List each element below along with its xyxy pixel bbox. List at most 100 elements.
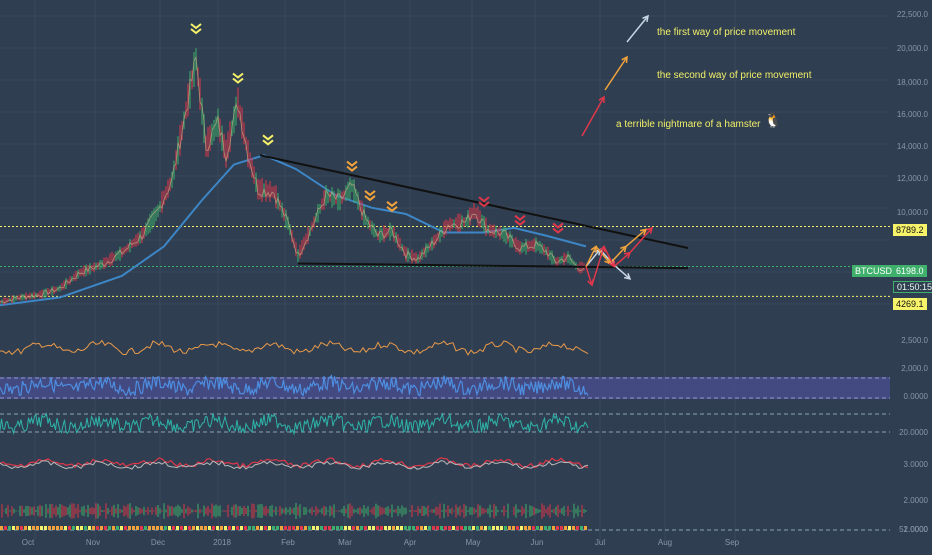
oscillator-dot: [8, 526, 11, 530]
oscillator-dot: [156, 526, 159, 530]
oscillator-teal: [0, 412, 589, 436]
oscillator-dot: [336, 526, 339, 530]
oscillator-dot: [132, 526, 135, 530]
oscillator-dot: [60, 526, 63, 530]
trendline-support: [297, 262, 689, 270]
oscillator-dot: [52, 526, 55, 530]
oscillator-dot: [508, 526, 511, 530]
oscillator-dot: [148, 526, 151, 530]
legend-second: the second way of price movement: [657, 70, 812, 81]
grid: [0, 0, 890, 540]
oscillator-dot: [252, 526, 255, 530]
oscillator-dot: [64, 526, 67, 530]
oscillator-dot: [424, 526, 427, 530]
oscillator-dot: [260, 526, 263, 530]
oscillator-dot: [428, 526, 431, 530]
scenario-nightmare-segment: [585, 266, 593, 286]
trendlines: [259, 154, 689, 270]
time-axis: Oct Nov Dec 2018 Feb Mar Apr May Jun Jul Aug Sep: [22, 538, 740, 547]
oscillator-dot: [384, 526, 387, 530]
price-tick-label: 20,000.0: [897, 44, 929, 53]
legend-first: the first way of price movement: [657, 27, 796, 38]
chevron-stroke: [386, 206, 398, 213]
chevron-stroke: [364, 190, 376, 197]
oscillator-dot: [464, 526, 467, 530]
oscillator-blue: [0, 374, 589, 397]
scenario-nightmare-segment: [629, 227, 653, 254]
signal-markers: [190, 23, 564, 234]
oscillator-dot: [396, 526, 399, 530]
oscillator-dot: [112, 526, 115, 530]
oscillator-dot: [476, 526, 479, 530]
oscillator-dot: [548, 526, 551, 530]
oscillator-dot: [220, 526, 223, 530]
oscillator-grey: [0, 460, 589, 470]
oscillator-dot: [500, 526, 503, 530]
oscillator-dot: [440, 526, 443, 530]
scenario-second-segment: [595, 245, 611, 264]
oscillator-dot: [568, 526, 571, 530]
symbol-badge[interactable]: BTCUSD: [852, 265, 896, 277]
oscillator-dot: [416, 526, 419, 530]
oscillator-dot: [248, 526, 251, 530]
penguin-icon: 🐧: [764, 112, 782, 128]
oscillator-dot: [308, 526, 311, 530]
oscillator-dot: [472, 526, 475, 530]
arrow-head-icon: [598, 95, 605, 104]
oscillator-dot: [488, 526, 491, 530]
arrow-head-icon: [646, 226, 654, 234]
chevron-down-icon: [514, 214, 526, 226]
oscillator-dot: [356, 526, 359, 530]
oscillator-dot: [80, 526, 83, 530]
oscillator-dot: [56, 526, 59, 530]
oscillator-dot: [312, 526, 315, 530]
oscillator-dot: [216, 526, 219, 530]
level-tag-high[interactable]: 8789.2: [893, 224, 927, 236]
price-tick-label: 2.0000: [904, 496, 929, 505]
scenario-second-segment: [609, 245, 627, 264]
time-tick-label: May: [465, 538, 480, 547]
oscillator-dot: [72, 526, 75, 530]
price-tick-label: 3.0000: [904, 460, 929, 469]
oscillator-dot: [104, 526, 107, 530]
time-tick-label: Sep: [725, 538, 740, 547]
oscillator-dot: [344, 526, 347, 530]
oscillator-dot: [184, 526, 187, 530]
chevron-down-icon: [386, 201, 398, 213]
price-tick-label: 12,000.0: [897, 174, 929, 183]
oscillator-dot: [320, 526, 323, 530]
oscillator-dot: [536, 526, 539, 530]
arrow-head-icon: [599, 244, 606, 253]
oscillator-dot: [412, 526, 415, 530]
oscillator-dot: [20, 526, 23, 530]
oscillator-dot: [164, 526, 167, 530]
oscillator-dot: [152, 526, 155, 530]
oscillator-dot: [432, 526, 435, 530]
oscillator-dot: [456, 526, 459, 530]
scenario-arrows: [585, 226, 654, 287]
price-tick-label: 52.0000: [899, 525, 928, 534]
price-line: [0, 56, 585, 304]
arrow-head-icon: [623, 273, 632, 280]
chevron-down-icon: [232, 72, 244, 84]
last-price-tag[interactable]: 6198.0: [893, 265, 927, 277]
trendline-resistance: [259, 154, 689, 249]
oscillator-dot: [40, 526, 43, 530]
chevron-stroke: [552, 227, 564, 234]
chevron-down-icon: [346, 160, 358, 172]
oscillator-dot: [572, 526, 575, 530]
oscillator-dot: [272, 526, 275, 530]
moving-average: [0, 154, 587, 307]
oscillator-dot: [372, 526, 375, 530]
chevron-down-icon: [190, 23, 202, 35]
chevron-stroke: [552, 222, 564, 229]
level-tag-low[interactable]: 4269.1: [893, 298, 927, 310]
oscillator-dot: [288, 526, 291, 530]
oscillator-dot: [16, 526, 19, 530]
oscillator-dot: [76, 526, 79, 530]
oscillator-dot: [564, 526, 567, 530]
oscillator-dot: [496, 526, 499, 530]
chevron-down-icon: [552, 222, 564, 234]
oscillator-dot: [0, 526, 3, 530]
